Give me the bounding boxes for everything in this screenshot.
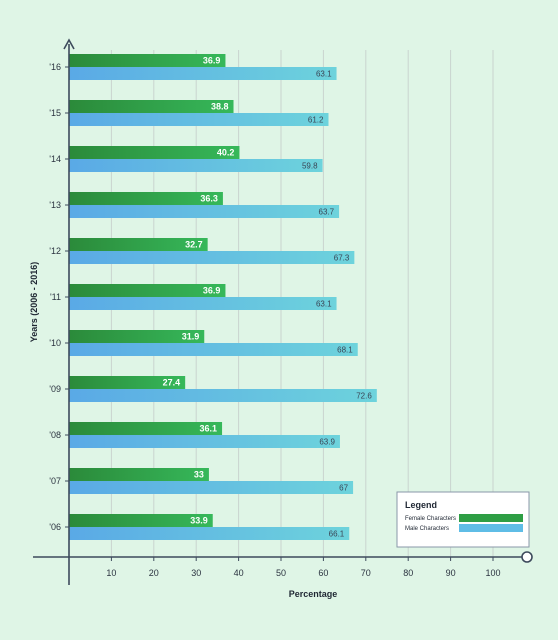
legend-title: Legend (405, 500, 437, 510)
bar-male (69, 389, 377, 402)
data-label-female: 27.4 (163, 378, 181, 388)
y-tick-label: '14 (49, 154, 61, 164)
bar-female (69, 146, 240, 159)
bar-female (69, 238, 208, 251)
y-tick-label: '06 (49, 522, 61, 532)
data-label-male: 63.1 (316, 70, 332, 79)
x-tick-label: 40 (234, 568, 244, 578)
data-label-male: 67 (339, 484, 348, 493)
bar-male (69, 527, 350, 540)
legend-swatch-male (459, 524, 523, 532)
data-label-female: 40.2 (217, 148, 235, 158)
data-label-male: 67.3 (334, 254, 350, 263)
x-tick-label: 60 (318, 568, 328, 578)
data-label-female: 32.7 (185, 240, 203, 250)
data-label-male: 68.1 (337, 346, 353, 355)
data-label-female: 31.9 (182, 332, 200, 342)
x-tick-label: 10 (106, 568, 116, 578)
data-label-male: 72.6 (356, 392, 372, 401)
data-label-female: 36.9 (203, 286, 221, 296)
bar-female (69, 54, 226, 67)
bar-female (69, 468, 209, 481)
data-label-male: 63.9 (319, 438, 335, 447)
bar-female (69, 514, 213, 527)
data-label-male: 63.7 (319, 208, 335, 217)
bar-male (69, 481, 354, 494)
y-tick-label: '10 (49, 338, 61, 348)
x-tick-label: 70 (361, 568, 371, 578)
bar-male (69, 435, 340, 448)
x-tick-label: 50 (276, 568, 286, 578)
bar-male (69, 251, 355, 264)
bar-female (69, 330, 205, 343)
y-tick-label: '09 (49, 384, 61, 394)
bar-female (69, 192, 223, 205)
x-tick-label: 90 (446, 568, 456, 578)
bars (69, 54, 377, 540)
y-tick-label: '11 (50, 292, 61, 302)
legend-swatch-female (459, 514, 523, 522)
data-label-female: 33 (194, 470, 204, 480)
y-tick-label: '15 (49, 108, 61, 118)
legend-label-female: Female Characters (405, 516, 456, 522)
data-label-female: 36.3 (200, 194, 218, 204)
bar-female (69, 376, 186, 389)
x-tick-label: 100 (485, 568, 500, 578)
x-tick-label: 80 (403, 568, 413, 578)
legend: Legend Female Characters Male Characters (396, 491, 530, 548)
data-label-female: 38.8 (211, 102, 229, 112)
data-label-female: 36.1 (200, 424, 218, 434)
data-label-male: 59.8 (302, 162, 318, 171)
x-axis-end-circle-icon (521, 551, 533, 563)
data-label-male: 61.2 (308, 116, 324, 125)
data-label-male: 63.1 (316, 300, 332, 309)
bar-male (69, 343, 358, 356)
labels: 10 20 30 40 50 60 70 80 90 100 33.9 66.1 '06 33 67 '07 3… (49, 56, 500, 579)
bar-female (69, 422, 223, 435)
x-axis-title: Percentage (289, 589, 338, 599)
bar-male (69, 297, 337, 310)
data-label-female: 36.9 (203, 56, 221, 66)
bar-male (69, 113, 329, 126)
data-label-female: 33.9 (190, 516, 208, 526)
x-tick-label: 30 (191, 568, 201, 578)
y-tick-label: '07 (49, 476, 61, 486)
bar-male (69, 205, 340, 218)
y-tick-label: '16 (49, 62, 61, 72)
y-axis-title: Years (2006 - 2016) (29, 262, 39, 343)
y-axis-arrow-icon (63, 38, 75, 50)
bar-female (69, 100, 234, 113)
bar-male (69, 159, 323, 172)
y-tick-label: '08 (49, 430, 61, 440)
y-tick-label: '12 (49, 246, 61, 256)
axes (33, 38, 533, 585)
bar-female (69, 284, 226, 297)
legend-label-male: Male Characters (405, 526, 449, 532)
bar-male (69, 67, 337, 80)
x-tick-label: 20 (149, 568, 159, 578)
y-tick-label: '13 (49, 200, 61, 210)
data-label-male: 66.1 (329, 530, 345, 539)
